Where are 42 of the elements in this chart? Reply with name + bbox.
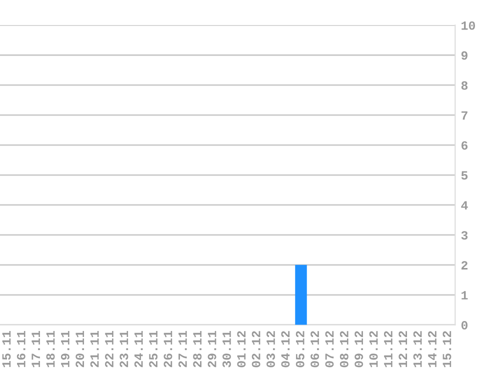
x-tick-label: 24.11 [134,330,143,368]
y-tick-label: 1 [462,291,468,300]
x-tick-label: 03.12 [266,331,276,368]
y-tick-label: 6 [461,141,468,150]
x-tick-label: 11.12 [384,331,392,368]
y-tick-label: 9 [461,51,468,60]
y-tick-label: 4 [461,201,468,210]
x-tick-label: 06.12 [310,331,320,368]
x-tick-label: 12.12 [398,331,408,368]
y-tick-label: 2 [461,261,468,270]
x-tick-label: 02.12 [252,331,260,368]
x-tick-label: 21.11 [90,330,99,368]
x-tick-label: 14.12 [428,331,436,368]
x-tick-label: 25.11 [149,330,158,368]
x-tick-label: 05.12 [296,331,304,368]
x-tick-label: 08.12 [340,331,348,368]
x-tick-label: 04.12 [281,331,290,368]
x-tick-label: 18.11 [46,330,55,368]
x-tick-label: 30.11 [222,330,231,368]
y-tick-label: 5 [461,171,468,180]
x-tick-label: 16.11 [16,330,26,368]
x-tick-label: 28.11 [193,330,202,368]
x-tick-label: 15.12 [442,331,452,368]
x-tick-label: 23.11 [120,330,128,368]
x-tick-label: 17.11 [32,330,40,368]
x-tick-label: 09.12 [354,331,364,368]
x-tick-label: 15.11 [2,330,11,368]
x-tick-label: 22.11 [104,330,114,368]
x-tick-label: 27.11 [178,330,187,368]
x-tick-label: 01.12 [237,331,246,368]
y-tick-label: 10 [462,21,476,30]
y-tick-label: 8 [461,81,468,90]
x-tick-label: 07.12 [325,331,334,368]
x-tick-label: 26.11 [164,330,172,368]
x-tick-label: 13.12 [413,331,422,368]
y-tick-label: 0 [461,321,468,330]
y-tick-label: 7 [462,111,468,120]
x-tick-label: 19.11 [60,330,70,368]
x-tick-label: 29.11 [208,330,216,368]
x-tick-label: 20.11 [76,330,84,368]
x-tick-label: 10.12 [369,331,378,368]
y-tick-label: 3 [461,231,468,240]
